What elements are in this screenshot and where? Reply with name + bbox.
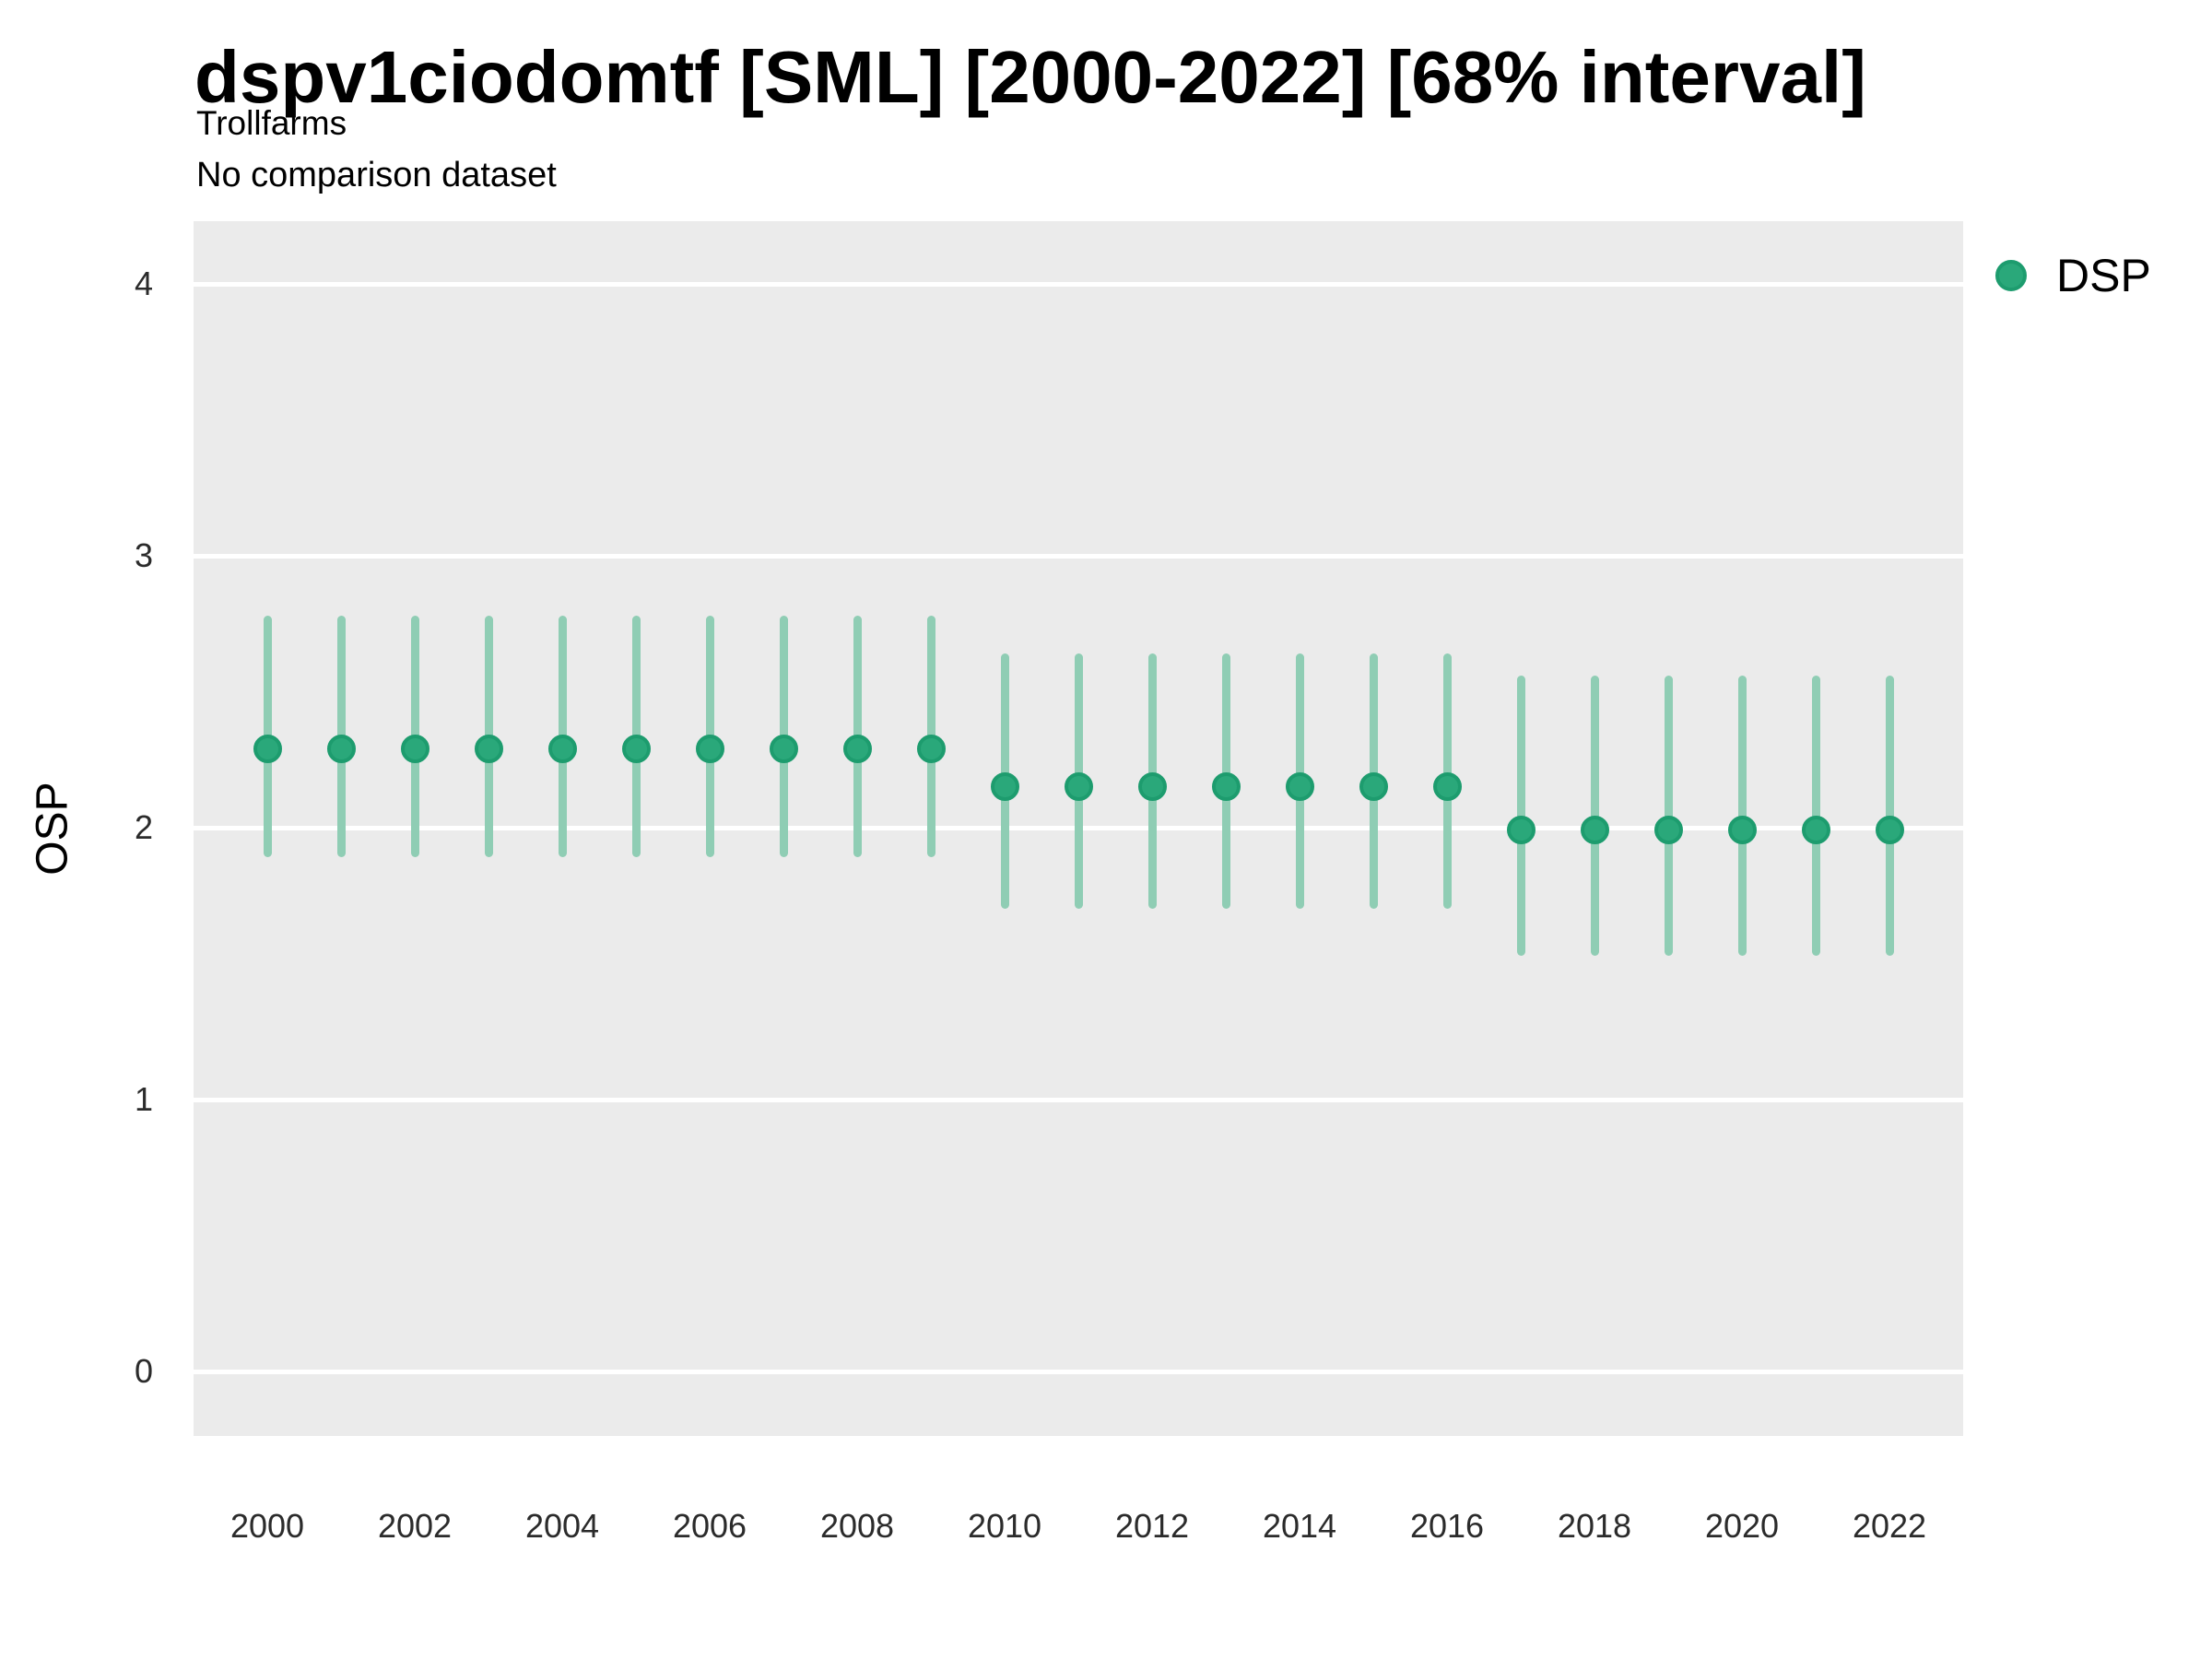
gridline-y-1 — [194, 1097, 1963, 1102]
x-tick-label-2002: 2002 — [377, 1507, 453, 1545]
data-point-2018[interactable] — [1580, 816, 1609, 845]
data-point-2020[interactable] — [1727, 816, 1757, 845]
x-tick-label-2006: 2006 — [672, 1507, 747, 1545]
data-point-2001[interactable] — [326, 734, 356, 763]
data-point-2005[interactable] — [621, 734, 651, 763]
legend-marker-dsp-icon — [1995, 260, 2027, 291]
y-tick-label-4: 4 — [134, 265, 153, 302]
x-tick-label-2018: 2018 — [1557, 1507, 1632, 1545]
data-point-2015[interactable] — [1359, 772, 1388, 802]
data-point-2007[interactable] — [769, 734, 798, 763]
data-point-2003[interactable] — [474, 734, 503, 763]
data-point-2017[interactable] — [1506, 816, 1535, 845]
interval-bar-2022 — [1885, 675, 1894, 956]
legend: DSP — [1995, 253, 2151, 299]
chart-subtitle: Trollfarms — [196, 104, 347, 142]
x-tick-label-2012: 2012 — [1114, 1507, 1190, 1545]
x-tick-label-2022: 2022 — [1852, 1507, 1927, 1545]
x-tick-label-2020: 2020 — [1704, 1507, 1780, 1545]
data-point-2014[interactable] — [1285, 772, 1314, 802]
x-tick-label-2008: 2008 — [819, 1507, 895, 1545]
data-point-2013[interactable] — [1211, 772, 1241, 802]
y-tick-label-2: 2 — [134, 808, 153, 846]
y-tick-label-1: 1 — [134, 1080, 153, 1118]
interval-bar-2020 — [1737, 675, 1747, 956]
x-tick-label-2000: 2000 — [229, 1507, 305, 1545]
data-point-2004[interactable] — [547, 734, 577, 763]
data-point-2012[interactable] — [1137, 772, 1167, 802]
gridline-y-3 — [194, 553, 1963, 559]
y-tick-label-0: 0 — [134, 1352, 153, 1390]
data-point-2000[interactable] — [253, 734, 282, 763]
comparison-note: No comparison dataset — [196, 156, 557, 194]
data-point-2009[interactable] — [916, 734, 946, 763]
interval-bar-2019 — [1664, 675, 1673, 956]
legend-label-dsp: DSP — [2056, 250, 2151, 301]
chart-title: dspv1ciodomtf [SML] [2000-2022] [68% int… — [194, 36, 1866, 118]
interval-bar-2017 — [1516, 675, 1525, 956]
data-point-2006[interactable] — [695, 734, 724, 763]
data-point-2011[interactable] — [1064, 772, 1093, 802]
x-tick-label-2016: 2016 — [1409, 1507, 1485, 1545]
data-point-2022[interactable] — [1875, 816, 1904, 845]
x-tick-label-2004: 2004 — [524, 1507, 600, 1545]
data-point-2008[interactable] — [842, 734, 872, 763]
data-point-2021[interactable] — [1801, 816, 1830, 845]
data-point-2002[interactable] — [400, 734, 429, 763]
data-point-2010[interactable] — [990, 772, 1019, 802]
interval-bar-2021 — [1811, 675, 1820, 956]
data-point-2019[interactable] — [1653, 816, 1683, 845]
data-point-2016[interactable] — [1432, 772, 1462, 802]
gridline-y-4 — [194, 281, 1963, 287]
x-tick-label-2010: 2010 — [967, 1507, 1042, 1545]
y-tick-label-3: 3 — [134, 536, 153, 574]
x-tick-label-2014: 2014 — [1262, 1507, 1337, 1545]
interval-bar-2018 — [1590, 675, 1599, 956]
gridline-y-0 — [194, 1369, 1963, 1374]
